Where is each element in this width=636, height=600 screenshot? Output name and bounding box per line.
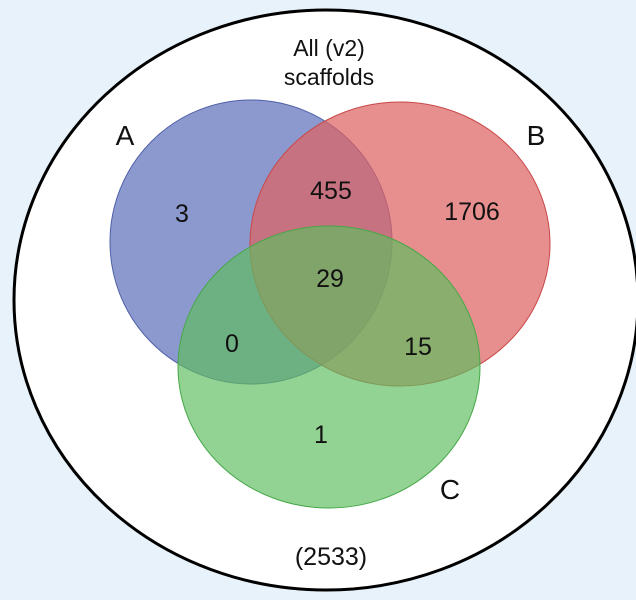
set-b-label: B: [527, 120, 546, 151]
universe-total: (2533): [295, 543, 367, 571]
set-c-ellipse: [177, 225, 481, 509]
set-c-label: C: [440, 474, 460, 505]
region-b-only-count: 1706: [444, 198, 500, 226]
universe-title-line2: scaffolds: [284, 64, 374, 90]
region-abc-count: 29: [316, 265, 344, 293]
region-a-only-count: 3: [175, 200, 189, 228]
region-ac-count: 0: [225, 330, 239, 358]
region-ab-count: 455: [310, 177, 352, 205]
region-bc-count: 15: [404, 333, 432, 361]
set-a-label: A: [116, 120, 135, 151]
universe-title-line1: All (v2): [293, 35, 365, 61]
region-c-only-count: 1: [314, 421, 328, 449]
